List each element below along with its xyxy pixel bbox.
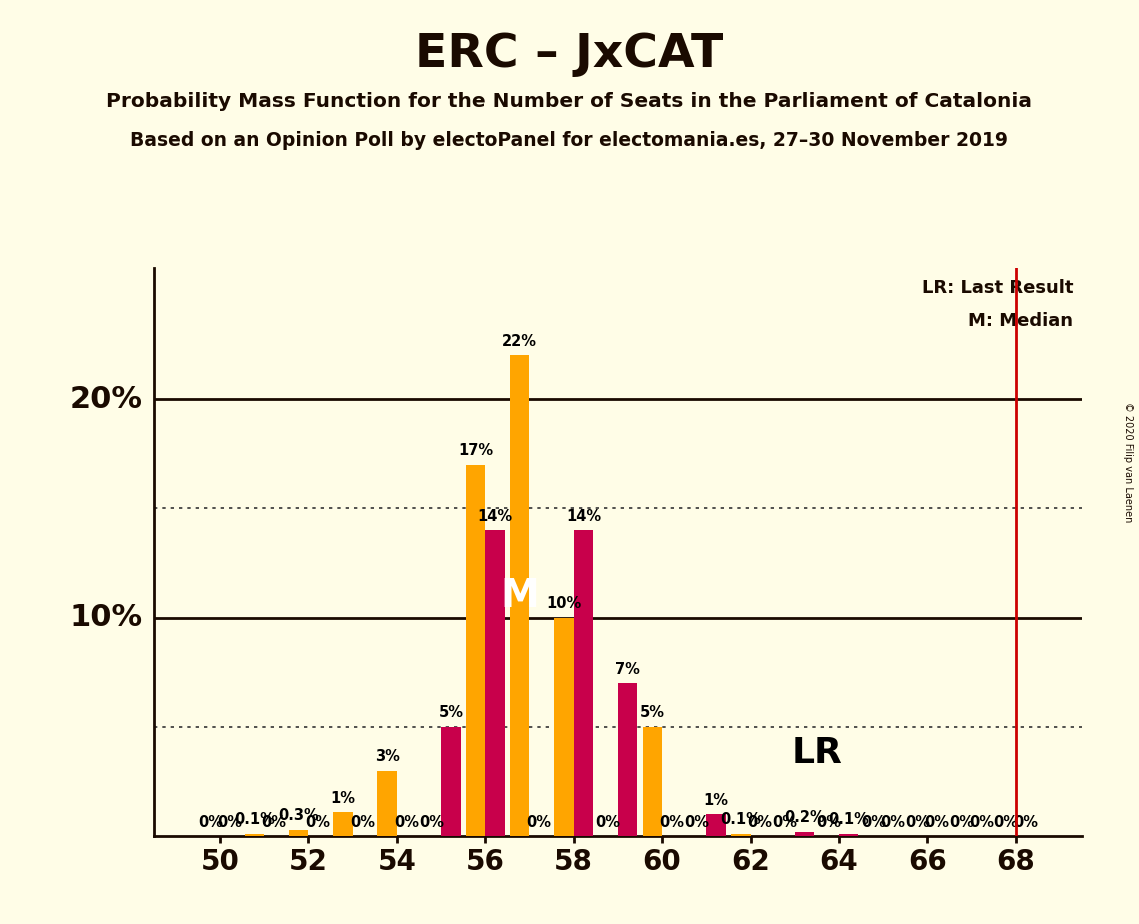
Text: 22%: 22% xyxy=(502,334,538,349)
Text: 0%: 0% xyxy=(906,815,931,830)
Text: Probability Mass Function for the Number of Seats in the Parliament of Catalonia: Probability Mass Function for the Number… xyxy=(107,92,1032,112)
Bar xyxy=(642,727,662,836)
Bar xyxy=(510,356,530,836)
Text: 0%: 0% xyxy=(1013,815,1038,830)
Text: LR: Last Result: LR: Last Result xyxy=(921,279,1073,297)
Text: 5%: 5% xyxy=(640,705,665,721)
Bar xyxy=(289,830,309,836)
Text: 20%: 20% xyxy=(69,384,142,414)
Bar xyxy=(731,834,751,836)
Text: 0%: 0% xyxy=(419,815,444,830)
Text: ERC – JxCAT: ERC – JxCAT xyxy=(416,32,723,78)
Bar xyxy=(574,530,593,836)
Bar xyxy=(377,771,396,836)
Bar xyxy=(706,814,726,836)
Text: 1%: 1% xyxy=(330,791,355,806)
Text: 0%: 0% xyxy=(880,815,906,830)
Text: 0%: 0% xyxy=(817,815,842,830)
Text: 0%: 0% xyxy=(925,815,950,830)
Text: 0.2%: 0.2% xyxy=(784,810,825,825)
Text: 0.1%: 0.1% xyxy=(235,812,274,828)
Text: 0%: 0% xyxy=(993,815,1018,830)
Text: 0.1%: 0.1% xyxy=(720,812,761,828)
Bar xyxy=(334,812,353,836)
Text: 0%: 0% xyxy=(596,815,621,830)
Text: © 2020 Filip van Laenen: © 2020 Filip van Laenen xyxy=(1123,402,1132,522)
Bar xyxy=(839,834,859,836)
Text: 0%: 0% xyxy=(198,815,223,830)
Text: M: M xyxy=(500,577,539,614)
Text: 0.1%: 0.1% xyxy=(828,812,869,828)
Text: 0%: 0% xyxy=(218,815,243,830)
Text: 14%: 14% xyxy=(477,509,513,524)
Bar xyxy=(795,832,814,836)
Bar xyxy=(466,465,485,836)
Text: 0%: 0% xyxy=(969,815,993,830)
Text: 0%: 0% xyxy=(262,815,287,830)
Text: 0%: 0% xyxy=(861,815,886,830)
Text: 0%: 0% xyxy=(350,815,375,830)
Text: 0%: 0% xyxy=(305,815,330,830)
Bar xyxy=(441,727,460,836)
Text: 10%: 10% xyxy=(547,596,582,611)
Bar xyxy=(245,834,264,836)
Text: 10%: 10% xyxy=(69,603,142,632)
Text: M: Median: M: Median xyxy=(968,311,1073,330)
Text: LR: LR xyxy=(792,736,842,771)
Text: 14%: 14% xyxy=(566,509,601,524)
Text: 3%: 3% xyxy=(375,749,400,764)
Text: 1%: 1% xyxy=(704,793,729,808)
Text: 0%: 0% xyxy=(772,815,797,830)
Text: 0%: 0% xyxy=(747,815,772,830)
Text: 0%: 0% xyxy=(394,815,419,830)
Bar xyxy=(617,683,638,836)
Text: 0%: 0% xyxy=(659,815,685,830)
Text: 7%: 7% xyxy=(615,662,640,676)
Text: 0%: 0% xyxy=(526,815,551,830)
Bar xyxy=(555,617,574,836)
Text: 5%: 5% xyxy=(439,705,464,721)
Text: 0.3%: 0.3% xyxy=(278,808,319,823)
Text: 0%: 0% xyxy=(685,815,710,830)
Text: 17%: 17% xyxy=(458,444,493,458)
Bar xyxy=(485,530,505,836)
Text: 0%: 0% xyxy=(949,815,974,830)
Text: Based on an Opinion Poll by electoPanel for electomania.es, 27–30 November 2019: Based on an Opinion Poll by electoPanel … xyxy=(131,131,1008,151)
